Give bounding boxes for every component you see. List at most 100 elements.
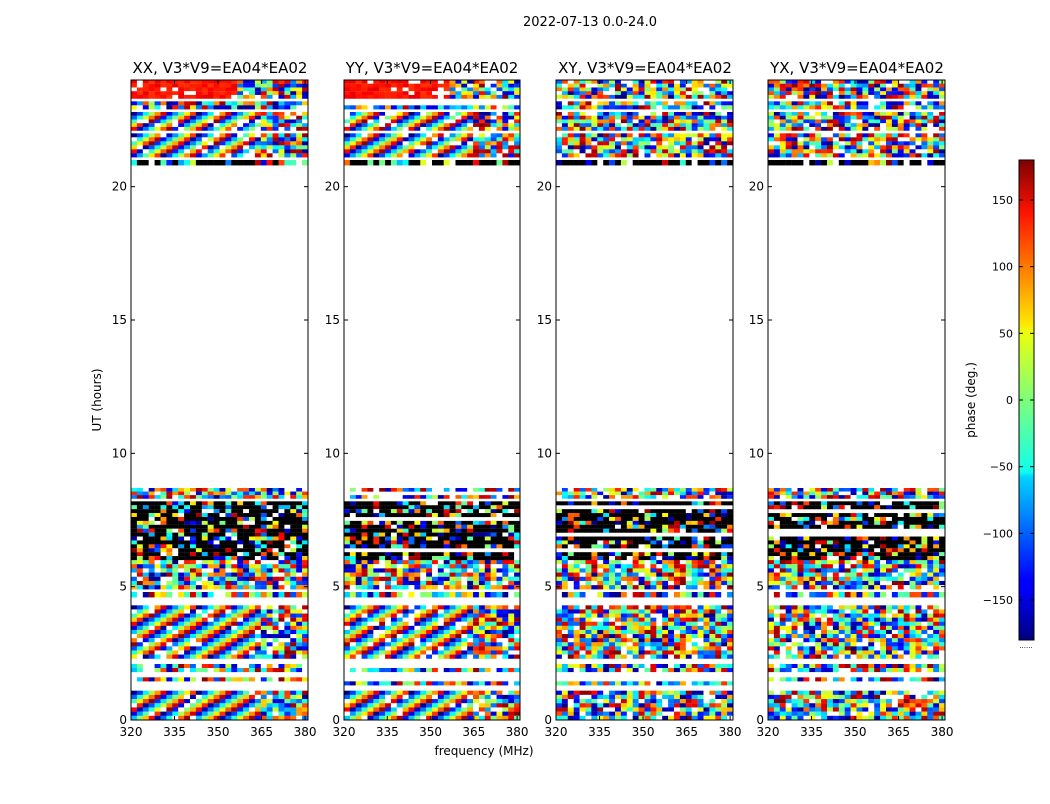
heatmap-cell [580,691,586,695]
heatmap-cell [161,84,167,88]
heatmap-cell [362,112,368,116]
heatmap-cell [461,509,467,513]
y-tick-label: 20 [325,180,340,194]
heatmap-cell [438,668,444,672]
heatmap-cell [208,87,214,91]
heatmap-cell [438,707,444,711]
heatmap-cell [225,116,231,120]
heatmap-cell [344,681,350,685]
heatmap-cell [344,149,350,153]
heatmap-cell [290,581,296,585]
heatmap-cell [202,488,208,492]
heatmap-cell [674,681,680,685]
heatmap-cell [225,677,231,681]
heatmap-cell [633,585,639,589]
heatmap-cell [603,501,609,505]
heatmap-cell [137,556,143,560]
heatmap-cell [367,668,373,672]
heatmap-cell [391,119,397,123]
heatmap-cell [450,703,456,707]
heatmap-cell [231,492,237,496]
heatmap-cell [267,544,273,548]
heatmap-cell [284,560,290,564]
heatmap-cell [243,630,249,634]
heatmap-cell [225,492,231,496]
heatmap-cell [220,716,226,720]
heatmap-cell [273,577,279,581]
heatmap-cell [379,509,385,513]
heatmap-cell [143,592,149,597]
heatmap-cell [255,141,261,145]
heatmap-cell [409,509,415,513]
heatmap-cell [225,540,231,544]
heatmap-cell [196,141,202,145]
heatmap-cell [231,141,237,145]
heatmap-cell [225,668,231,672]
heatmap-cell [137,127,143,131]
heatmap-cell [497,133,503,137]
heatmap-cell [166,556,172,560]
heatmap-cell [662,577,668,581]
heatmap-cell [220,521,226,525]
heatmap-cell [202,95,208,99]
heatmap-cell [450,87,456,91]
heatmap-cell [391,642,397,646]
heatmap-cell [562,581,568,585]
heatmap-cell [290,577,296,581]
heatmap-cell [502,95,508,99]
heatmap-cell [302,592,308,597]
heatmap-cell [196,105,202,109]
heatmap-cell [356,509,362,513]
heatmap-cell [290,501,296,505]
heatmap-cell [149,153,155,157]
heatmap-cell [243,537,249,541]
heatmap-cell [556,626,562,630]
heatmap-cell [656,585,662,589]
heatmap-cell [426,699,432,703]
heatmap-cell [362,160,368,165]
heatmap-cell [662,707,668,711]
heatmap-cell [444,145,450,149]
heatmap-cell [680,695,686,699]
heatmap-cell [231,577,237,581]
heatmap-cell [279,112,285,116]
heatmap-cell [662,509,668,513]
heatmap-cell [302,630,308,634]
heatmap-cell [680,581,686,585]
heatmap-cell [591,712,597,716]
heatmap-cell [627,568,633,572]
heatmap-cell [261,585,267,589]
heatmap-cell [426,119,432,123]
heatmap-cell [208,160,214,165]
heatmap-cell [680,626,686,630]
heatmap-cell [196,123,202,127]
heatmap-cell [409,501,415,505]
heatmap-cell [249,626,255,630]
heatmap-cell [143,712,149,716]
heatmap-cell [143,564,149,568]
heatmap-cell [208,149,214,153]
heatmap-cell [231,650,237,654]
heatmap-cell [172,609,178,613]
heatmap-cell [686,581,692,585]
heatmap-cell [137,605,143,609]
heatmap-cell [214,548,220,552]
heatmap-cell [202,537,208,541]
heatmap-cell [161,664,167,668]
heatmap-cell [166,691,172,695]
heatmap-cell [603,622,609,626]
heatmap-cell [591,691,597,695]
heatmap-cell [172,137,178,141]
heatmap-cell [196,80,202,84]
heatmap-cell [190,614,196,618]
heatmap-cell [178,537,184,541]
heatmap-cell [562,634,568,638]
heatmap-cell [485,123,491,127]
heatmap-cell [727,581,733,585]
heatmap-cell [220,703,226,707]
heatmap-cell [373,123,379,127]
heatmap-cell [149,614,155,618]
heatmap-cell [344,533,350,537]
heatmap-cell [409,712,415,716]
